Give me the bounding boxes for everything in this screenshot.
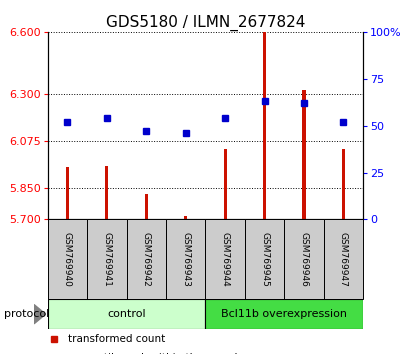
Title: GDS5180 / ILMN_2677824: GDS5180 / ILMN_2677824 <box>106 14 305 30</box>
Bar <box>127 219 166 299</box>
Bar <box>166 219 205 299</box>
Text: GSM769944: GSM769944 <box>221 232 229 287</box>
Text: GSM769946: GSM769946 <box>300 232 308 287</box>
Bar <box>245 219 284 299</box>
Bar <box>48 219 87 299</box>
Bar <box>105 166 108 219</box>
Text: GSM769940: GSM769940 <box>63 232 72 287</box>
Bar <box>205 219 245 299</box>
Bar <box>284 219 324 299</box>
Text: control: control <box>107 309 146 319</box>
Bar <box>48 299 205 329</box>
Bar <box>263 32 266 219</box>
Bar <box>224 149 227 219</box>
Text: GSM769942: GSM769942 <box>142 232 151 287</box>
Text: GSM769947: GSM769947 <box>339 232 348 287</box>
Bar <box>324 219 363 299</box>
Text: Bcl11b overexpression: Bcl11b overexpression <box>221 309 347 319</box>
Polygon shape <box>34 304 46 324</box>
Bar <box>66 167 69 219</box>
Bar <box>145 194 148 219</box>
Bar <box>87 219 127 299</box>
Bar <box>205 299 363 329</box>
Text: transformed count: transformed count <box>68 334 166 344</box>
Text: percentile rank within the sample: percentile rank within the sample <box>68 353 244 354</box>
Text: protocol: protocol <box>4 309 49 319</box>
Text: GSM769943: GSM769943 <box>181 232 190 287</box>
Bar <box>303 90 305 219</box>
Bar <box>342 149 345 219</box>
Text: GSM769945: GSM769945 <box>260 232 269 287</box>
Text: GSM769941: GSM769941 <box>103 232 111 287</box>
Bar <box>184 216 187 219</box>
